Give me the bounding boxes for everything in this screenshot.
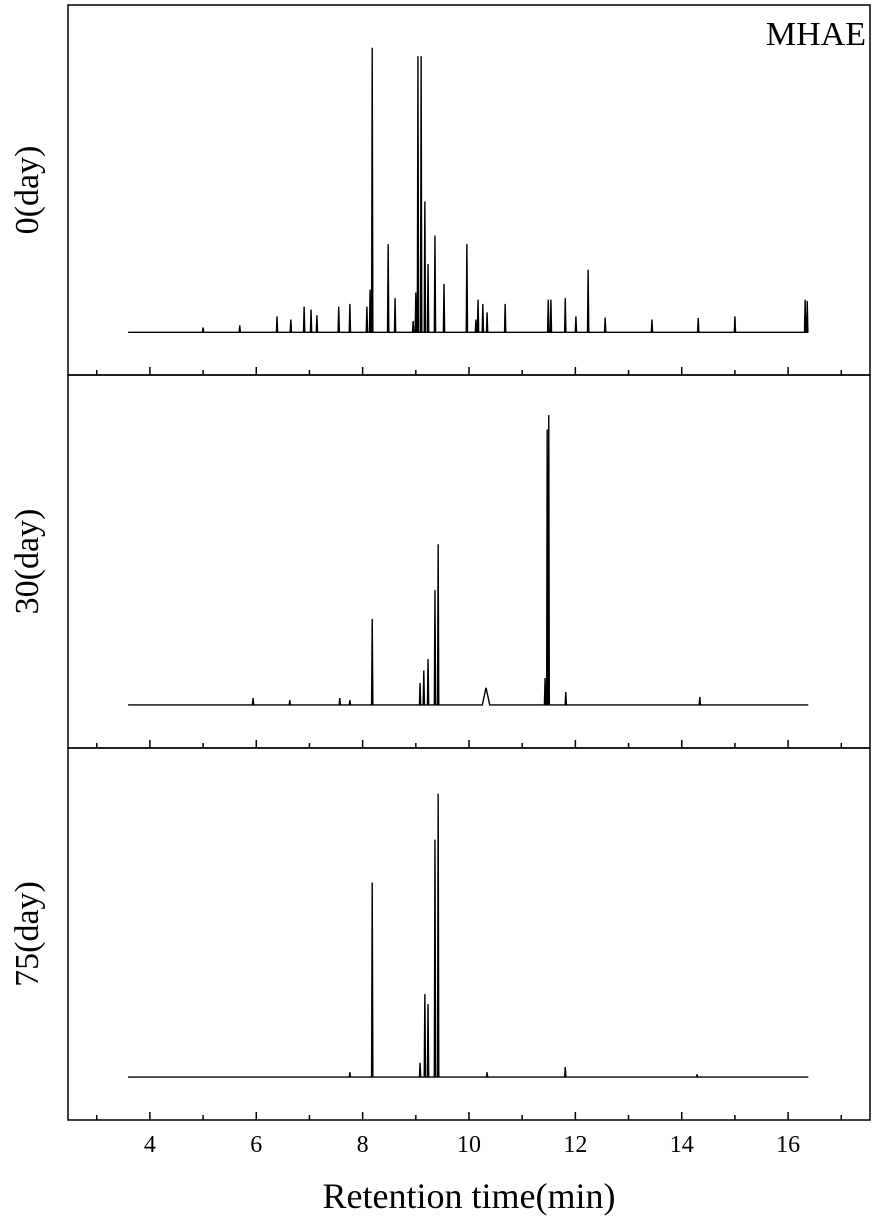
panel-frame (67, 4, 871, 376)
x-tick-label: 10 (457, 1132, 481, 1158)
x-axis-label: Retention time(min) (323, 1176, 616, 1216)
chromatogram-line (128, 415, 809, 706)
y-axis-label: 0(day) (9, 146, 46, 235)
x-tick-label: 16 (776, 1132, 800, 1158)
panel-frame (67, 747, 871, 1121)
x-tick-label: 8 (357, 1132, 369, 1158)
chromatogram-line (128, 47, 809, 334)
y-axis-label: 75(day) (9, 881, 46, 987)
annotation: MHAE (766, 16, 866, 53)
x-tick-label: 12 (563, 1132, 587, 1158)
y-axis-label: 30(day) (9, 509, 46, 615)
panel-frame (67, 374, 871, 749)
x-tick-label: 4 (144, 1132, 156, 1158)
x-tick-label: 14 (670, 1132, 694, 1158)
chromatogram-line (128, 793, 809, 1078)
x-tick-label: 6 (250, 1132, 262, 1158)
